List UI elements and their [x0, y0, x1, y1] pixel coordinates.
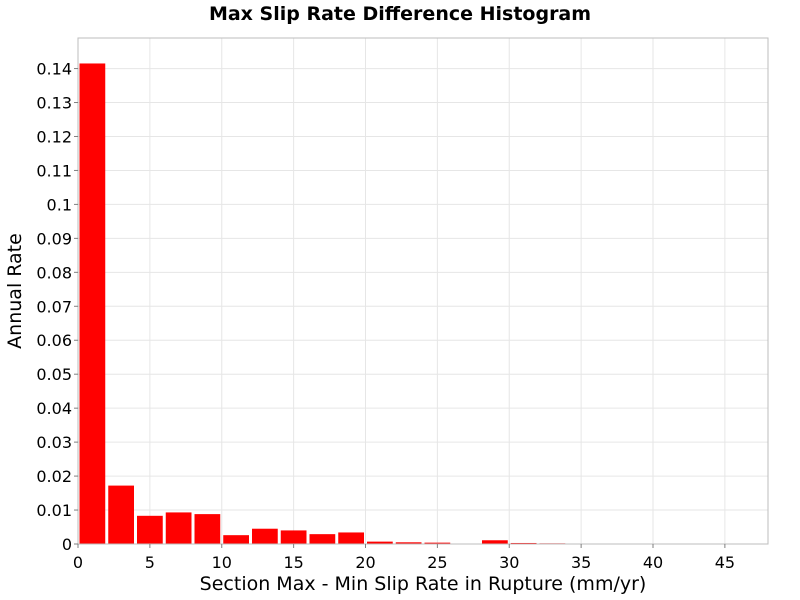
- y-tick-label: 0.04: [36, 399, 72, 418]
- histogram-bar: [79, 63, 106, 545]
- x-tick-label: 35: [571, 553, 591, 572]
- x-tick-label: 5: [145, 553, 155, 572]
- histogram-bar: [280, 530, 307, 544]
- bars: [79, 63, 709, 545]
- histogram-bar: [137, 515, 163, 544]
- histogram-bar: [309, 534, 336, 544]
- x-tick-label: 25: [427, 553, 447, 572]
- y-tick-label: 0.02: [36, 467, 72, 486]
- x-tick-label: 20: [355, 553, 375, 572]
- histogram-bar: [223, 535, 249, 544]
- y-tick-label: 0.09: [36, 229, 72, 248]
- histogram-bar: [367, 541, 393, 544]
- histogram-bar: [482, 540, 508, 544]
- histogram-bar: [424, 542, 451, 544]
- x-tick-label: 15: [283, 553, 303, 572]
- x-axis-ticks: 0 5 10 15 20 25 30 35 40 45: [73, 544, 735, 572]
- x-tick-label: 0: [73, 553, 83, 572]
- y-axis-label: Annual Rate: [4, 233, 26, 349]
- histogram-bar: [338, 532, 364, 544]
- histogram-bar: [395, 542, 422, 544]
- y-tick-label: 0.06: [36, 331, 72, 350]
- y-tick-label: 0.13: [36, 94, 72, 113]
- x-tick-label: 45: [715, 553, 735, 572]
- grid-lines: [77, 38, 768, 545]
- histogram-bar: [252, 528, 278, 544]
- histogram-bar: [510, 542, 537, 544]
- x-tick-label: 30: [499, 553, 519, 572]
- y-tick-label: 0.01: [36, 501, 72, 520]
- x-tick-label: 10: [212, 553, 232, 572]
- y-tick-label: 0.07: [36, 297, 72, 316]
- histogram-bar: [165, 512, 192, 544]
- y-tick-label: 0.05: [36, 365, 72, 384]
- y-tick-label: 0.08: [36, 263, 72, 282]
- chart-title: Max Slip Rate Difference Histogram: [209, 3, 591, 25]
- x-tick-label: 40: [643, 553, 663, 572]
- y-tick-label: 0.14: [36, 60, 72, 79]
- y-tick-label: 0.12: [36, 127, 72, 146]
- y-tick-label: 0.11: [36, 161, 72, 180]
- y-axis-ticks: 0 0.01 0.02 0.03 0.04 0.05 0.06 0.07 0.08 0.09 0.1…: [36, 60, 78, 554]
- histogram-bar: [194, 514, 221, 544]
- plot-area: [78, 38, 768, 544]
- histogram-bar: [108, 485, 134, 544]
- plot-border: [77, 37, 769, 545]
- y-tick-label: 0.1: [47, 195, 72, 214]
- y-tick-label: 0: [62, 535, 72, 554]
- y-tick-label: 0.03: [36, 433, 72, 452]
- x-axis-label: Section Max - Min Slip Rate in Rupture (…: [200, 573, 647, 595]
